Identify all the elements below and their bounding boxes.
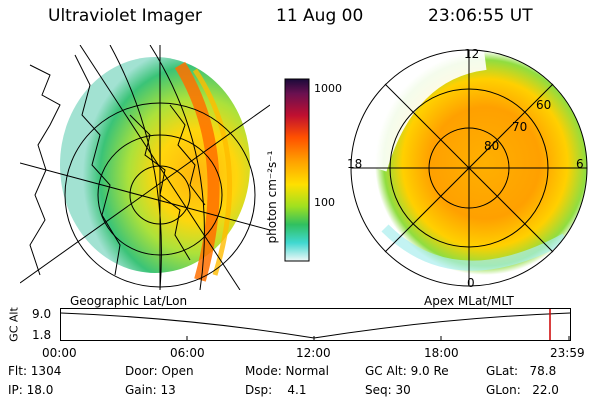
info-door: Door: Open: [125, 364, 194, 378]
instrument-title: Ultraviolet Imager: [48, 6, 202, 26]
time-label: 23:06:55 UT: [428, 6, 533, 26]
info-glon: GLon: 22.0: [486, 383, 559, 397]
time-tick-1200: 12:00: [296, 346, 331, 360]
lat-label-70: 70: [512, 120, 528, 134]
right-panel-caption: Apex MLat/MLT: [424, 294, 514, 308]
colorbar-tick-100: 100: [314, 196, 335, 209]
lat-label-60: 60: [536, 98, 552, 112]
time-tick-2359: 23:59: [550, 346, 585, 360]
time-tick-1800: 18:00: [424, 346, 459, 360]
time-tick-0000: 00:00: [42, 346, 77, 360]
mlt-label-6: 6: [576, 157, 584, 171]
altitude-ytick-9: 9.0: [32, 307, 52, 321]
time-tick-0600: 06:00: [170, 346, 205, 360]
info-gcalt: GC Alt: 9.0 Re: [365, 364, 449, 378]
altitude-ytick-1.8: 1.8: [32, 328, 52, 342]
geographic-image: [20, 45, 270, 290]
altitude-ylabel: GC Alt: [7, 307, 21, 342]
colorbar-unit-label: photon cm⁻²s⁻¹: [265, 150, 279, 244]
coastlines: [29, 54, 206, 276]
polar-plot: [350, 49, 588, 287]
info-glat: GLat: 78.8: [486, 364, 557, 378]
mlt-label-0: 0: [467, 276, 475, 290]
color-bar: [284, 78, 310, 262]
lat-label-80: 80: [484, 139, 500, 153]
info-mode: Mode: Normal: [245, 364, 329, 378]
date-label: 11 Aug 00: [276, 6, 364, 26]
mlt-label-18: 18: [347, 157, 363, 171]
info-gain: Gain: 13: [125, 383, 176, 397]
colorbar-tick-1000: 1000: [314, 82, 342, 95]
polar-grid: [350, 49, 588, 287]
info-ip: IP: 18.0: [8, 383, 54, 397]
altitude-plot: [60, 308, 571, 341]
info-dsp: Dsp: 4.1: [245, 383, 307, 397]
info-flt: Flt: 1304: [8, 364, 62, 378]
mlt-label-12: 12: [464, 47, 480, 61]
left-panel-caption: Geographic Lat/Lon: [70, 294, 188, 308]
info-seq: Seq: 30: [365, 383, 411, 397]
